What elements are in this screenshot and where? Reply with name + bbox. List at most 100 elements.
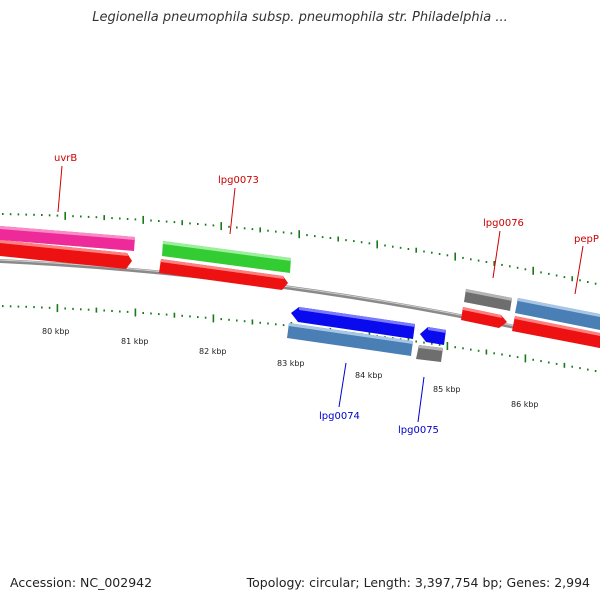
- minor-tick: [353, 240, 355, 243]
- minor-tick: [181, 314, 183, 317]
- minor-tick: [368, 242, 371, 245]
- minor-tick: [516, 356, 519, 359]
- cds-lpg0074[interactable]: [287, 323, 413, 356]
- minor-tick: [33, 306, 35, 309]
- minor-tick: [415, 247, 417, 253]
- minor-tick: [275, 230, 277, 233]
- minor-tick: [103, 215, 105, 221]
- gene-label-lpg0076[interactable]: lpg0076: [483, 218, 524, 229]
- gene-label-lpg0075[interactable]: lpg0075: [398, 425, 439, 436]
- minor-tick: [516, 266, 519, 269]
- scale-label-85: 85 kbp: [433, 385, 461, 394]
- minor-tick: [95, 307, 98, 313]
- minor-tick: [532, 358, 534, 361]
- gene-label-pepP[interactable]: pepP: [574, 234, 599, 245]
- minor-tick: [251, 228, 254, 231]
- minor-tick: [228, 318, 230, 321]
- gene-lpg0073[interactable]: [162, 241, 291, 273]
- minor-tick: [579, 279, 581, 282]
- major-tick: [212, 314, 215, 323]
- major-tick: [134, 308, 137, 317]
- scale-label-84: 84 kbp: [355, 371, 383, 380]
- gene-uvrB[interactable]: [0, 226, 135, 251]
- minor-tick: [197, 316, 199, 319]
- gene-label-lpg0073[interactable]: lpg0073: [218, 175, 259, 186]
- minor-tick: [111, 217, 113, 220]
- minor-tick: [25, 213, 27, 216]
- minor-tick: [454, 346, 456, 349]
- minor-tick: [165, 220, 168, 223]
- minor-tick: [555, 274, 558, 277]
- minor-tick: [321, 236, 324, 239]
- major-tick: [454, 252, 456, 261]
- minor-tick: [329, 237, 332, 239]
- map-title: Legionella pneumophila subsp. pneumophil…: [92, 10, 508, 25]
- minor-tick: [267, 229, 269, 232]
- minor-tick: [360, 241, 363, 244]
- minor-tick: [259, 227, 261, 233]
- cds-lpg0075[interactable]: [416, 345, 443, 362]
- minor-tick: [236, 226, 238, 229]
- minor-tick: [563, 362, 566, 368]
- cds-uvrB[interactable]: [0, 240, 132, 269]
- gene-label-lpg0074[interactable]: lpg0074: [319, 411, 360, 422]
- minor-tick: [150, 312, 152, 315]
- minor-tick: [189, 315, 191, 318]
- minor-tick: [41, 214, 43, 216]
- minor-tick: [25, 305, 27, 308]
- minor-tick: [243, 320, 246, 323]
- minor-tick: [415, 340, 417, 343]
- minor-tick: [150, 219, 152, 222]
- minor-tick: [173, 221, 176, 224]
- minor-tick: [64, 307, 66, 310]
- minor-tick: [126, 310, 129, 313]
- cds-lpg0076[interactable]: [461, 307, 507, 328]
- minor-tick: [48, 306, 51, 309]
- minor-tick: [477, 259, 480, 262]
- gene-pepP[interactable]: [515, 298, 600, 330]
- major-tick: [64, 211, 66, 220]
- minor-tick: [555, 362, 558, 365]
- minor-tick: [197, 223, 199, 225]
- cds-lpg0073[interactable]: [159, 259, 288, 290]
- minor-tick: [181, 220, 183, 226]
- gene-lpg0076[interactable]: [464, 289, 512, 311]
- minor-tick: [41, 306, 43, 309]
- minor-tick: [392, 245, 394, 248]
- scale-label-83: 83 kbp: [277, 359, 305, 368]
- cds-pepP[interactable]: [512, 316, 600, 348]
- minor-tick: [2, 305, 4, 308]
- gene-label-uvrB[interactable]: uvrB: [54, 153, 77, 164]
- minor-tick: [540, 271, 542, 274]
- scale-labels: 80 kbp 81 kbp 82 kbp 83 kbp 84 kbp 85 kb…: [42, 327, 539, 409]
- minor-tick: [540, 360, 542, 363]
- minor-tick: [501, 353, 503, 356]
- minor-tick: [228, 225, 230, 228]
- minor-tick: [477, 349, 480, 352]
- minor-tick: [204, 316, 207, 319]
- minor-tick: [80, 308, 82, 311]
- minor-tick: [423, 341, 425, 344]
- minor-tick: [275, 323, 277, 326]
- minor-tick: [134, 218, 137, 221]
- minor-tick: [80, 215, 82, 218]
- minor-tick: [563, 276, 566, 279]
- minor-tick: [282, 231, 285, 234]
- minor-tick: [431, 251, 433, 254]
- minor-tick: [17, 213, 20, 216]
- minor-tick: [431, 342, 433, 345]
- minor-tick: [446, 254, 449, 257]
- minor-tick: [501, 263, 503, 266]
- minor-tick: [345, 239, 347, 242]
- gene-callouts: [57, 165, 584, 423]
- gene-lpg0075[interactable]: [420, 327, 446, 345]
- minor-tick: [158, 313, 160, 316]
- minor-tick: [72, 215, 74, 218]
- minor-tick: [165, 313, 168, 316]
- minor-tick: [251, 319, 254, 325]
- minor-tick: [204, 223, 207, 226]
- minor-tick: [48, 214, 51, 217]
- gene-lpg0074[interactable]: [291, 307, 415, 339]
- minor-tick: [594, 282, 597, 285]
